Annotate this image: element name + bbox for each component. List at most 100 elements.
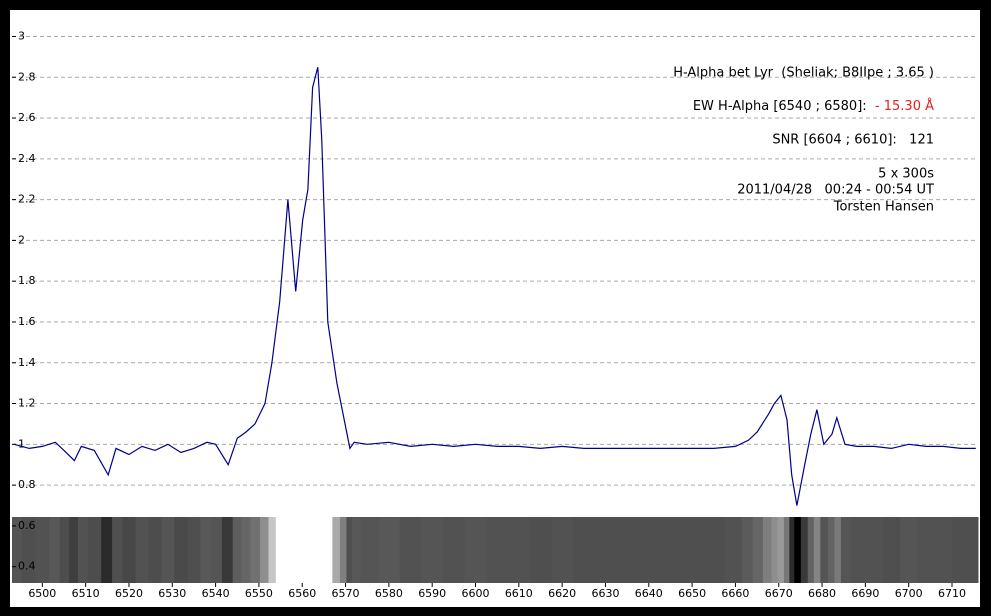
spectrum-strip (112, 517, 123, 583)
spectrum-strip (807, 517, 815, 583)
spectrum-strip (741, 517, 754, 583)
spectrum-strip (594, 517, 617, 583)
y-tick-label: 1.6 (18, 315, 36, 328)
spectrum-strip (259, 517, 269, 583)
spectrum-strip (702, 517, 726, 583)
spectrum-strip (221, 517, 234, 583)
spectrum-strip (352, 517, 362, 583)
x-tick-label: 6580 (375, 587, 403, 600)
spectrum-strip (934, 517, 953, 583)
spectrum-strip (101, 517, 113, 583)
spectrum-strip (346, 517, 353, 583)
spectrum-strip (800, 517, 809, 583)
spectrum-strip (148, 517, 162, 583)
x-tick-label: 6500 (28, 587, 56, 600)
x-tick-label: 6600 (462, 587, 490, 600)
spectrum-strip (762, 517, 773, 583)
spectrum-strip (319, 517, 326, 583)
spectrum-strip (378, 517, 401, 583)
x-tick-label: 6660 (721, 587, 749, 600)
x-tick-label: 6530 (158, 587, 186, 600)
annotation: Torsten Hansen (833, 200, 934, 215)
x-tick-label: 6550 (245, 587, 273, 600)
y-tick-label: 2 (18, 233, 25, 246)
plot-frame (10, 10, 980, 607)
y-tick-label: 0.6 (18, 519, 36, 532)
spectrum-strip (813, 517, 821, 583)
spectrum-strip (777, 517, 785, 583)
spectrum-strip (820, 517, 829, 583)
x-tick-label: 6710 (938, 587, 966, 600)
spectrum-strip (241, 517, 251, 583)
spectrum-strip (77, 517, 89, 583)
spectrum-strip (900, 517, 918, 583)
spectrum-strip (360, 517, 379, 583)
spectrum-strip (283, 517, 293, 583)
x-tick-label: 6590 (418, 587, 446, 600)
spectrum-strip (268, 517, 277, 583)
annotation: EW H-Alpha [6540 ; 6580]: (693, 99, 875, 114)
spectrum-strip (421, 517, 444, 583)
spectrum-strip (794, 517, 802, 583)
spectrum-strip (827, 517, 835, 583)
spectrum-strip (200, 517, 212, 583)
annotation: SNR [6604 ; 6610]: 121 (772, 133, 934, 148)
spectrum-strip (21, 517, 37, 583)
y-tick-label: 0.8 (18, 478, 36, 491)
spectrum-strip (917, 517, 936, 583)
x-tick-label: 6610 (505, 587, 533, 600)
spectrum-strip (315, 517, 321, 583)
x-tick-label: 6540 (202, 587, 230, 600)
spectrum-strip (865, 517, 884, 583)
y-tick-label: 3 (18, 29, 25, 42)
spectrum-strip (952, 517, 969, 583)
spectrum-strip (275, 517, 285, 583)
spectrum-strip (789, 517, 795, 583)
spectrum-strip (968, 517, 979, 583)
spectrum-strip (87, 517, 102, 583)
x-tick-label: 6690 (851, 587, 879, 600)
spectrum-strip (48, 517, 61, 583)
y-tick-label: 2.6 (18, 111, 36, 124)
spectrum-strip (59, 517, 70, 583)
y-tick-label: 2.4 (18, 152, 36, 165)
spectrum-strip (771, 517, 779, 583)
spectrum-strip (783, 517, 790, 583)
x-tick-label: 6640 (635, 587, 663, 600)
x-tick-label: 6630 (591, 587, 619, 600)
spectrum-strip (161, 517, 175, 583)
y-tick-label: 2.8 (18, 70, 36, 83)
spectrum-strip (324, 517, 333, 583)
spectrum-strip (724, 517, 743, 583)
spectrum-strip (834, 517, 842, 583)
spectrum-strip (850, 517, 866, 583)
spectrum-strip (507, 517, 531, 583)
annotation: 2011/04/28 00:24 - 00:54 UT (737, 183, 934, 198)
annotation-value: - 15.30 Å (875, 98, 934, 114)
annotation: EW H-Alpha [6540 ; 6580]: - 15.30 Å (693, 98, 934, 114)
y-tick-label: 2.2 (18, 193, 36, 206)
spectrum-strip (250, 517, 261, 583)
x-tick-label: 6670 (765, 587, 793, 600)
spectrum-strip (486, 517, 509, 583)
spectrum-strip (637, 517, 661, 583)
spectrum-strip (752, 517, 764, 583)
x-tick-label: 6700 (895, 587, 923, 600)
spectrum-strip (211, 517, 223, 583)
annotation: H-Alpha bet Lyr (Sheliak; B8IIpe ; 3.65 … (673, 66, 934, 81)
spectrum-strip (529, 517, 552, 583)
x-tick-label: 6680 (808, 587, 836, 600)
spectrum-strip (232, 517, 243, 583)
x-tick-label: 6650 (678, 587, 706, 600)
spectrum-strip (659, 517, 682, 583)
spectrum-strip (35, 517, 50, 583)
spectrum-strip (681, 517, 704, 583)
y-tick-label: 0.4 (18, 560, 36, 573)
y-tick-label: 1.8 (18, 274, 36, 287)
spectrum-strip (332, 517, 341, 583)
spectrum-strip (399, 517, 422, 583)
spectrum-line (14, 66, 976, 506)
spectrum-strip (339, 517, 347, 583)
